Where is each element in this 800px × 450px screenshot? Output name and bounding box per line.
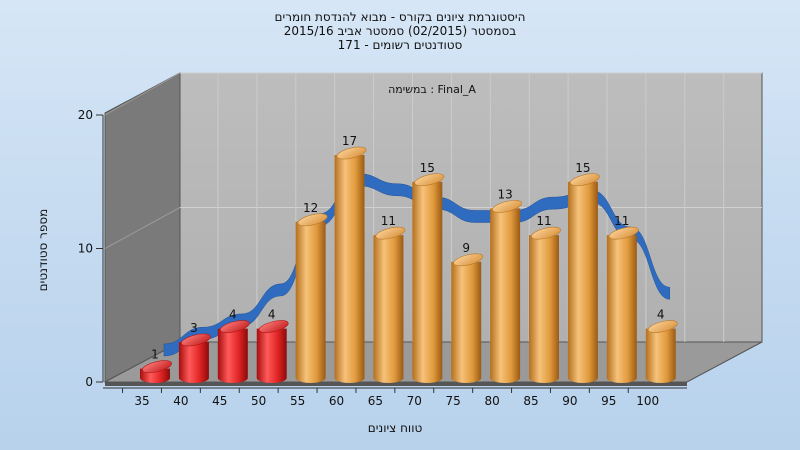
bar-40: 3 <box>178 321 211 383</box>
bar-body <box>567 181 598 383</box>
bar-value-label: 9 <box>462 241 470 255</box>
bar-80: 13 <box>490 187 523 383</box>
bar-value-label: 12 <box>303 201 318 215</box>
bar-body <box>451 261 482 383</box>
task-label: במשימה : Final_A <box>388 83 476 96</box>
bar-body <box>373 235 404 383</box>
x-tick-label: 60 <box>329 394 344 408</box>
chart-title-line-3: סטודנטים רשומים - 171 <box>338 38 463 52</box>
bar-value-label: 4 <box>229 308 237 322</box>
bar-value-label: 17 <box>342 134 357 148</box>
bar-35: 1 <box>140 348 172 383</box>
bar-75: 9 <box>451 241 484 383</box>
bar-value-label: 11 <box>381 214 396 228</box>
x-axis-ticks: 35 40 45 50 55 60 65 70 75 80 85 90 95 100 <box>122 388 659 408</box>
bar-value-label: 3 <box>190 321 198 335</box>
bar-60: 17 <box>334 134 367 383</box>
bar-value-label: 4 <box>268 308 276 322</box>
bar-45: 4 <box>217 308 250 383</box>
bar-cap <box>258 320 289 333</box>
bar-body <box>412 181 443 383</box>
gridline-sidewall <box>104 72 181 116</box>
bar-value-label: 13 <box>497 187 512 201</box>
x-tick-label: 45 <box>212 394 227 408</box>
bar-value-label: 15 <box>420 161 435 175</box>
x-tick-label: 50 <box>251 394 266 408</box>
bar-cap <box>375 226 406 240</box>
bar-cap <box>219 320 250 333</box>
bar-body <box>295 221 326 383</box>
bar-body <box>217 328 248 383</box>
x-axis-title: טווח ציונים <box>368 421 423 435</box>
bar-value-label: 15 <box>575 161 590 175</box>
bar-body <box>178 341 209 383</box>
y-axis-ticks: 0 10 20 <box>78 108 103 389</box>
y-tick-label: 0 <box>85 375 93 389</box>
bar-body <box>334 155 365 383</box>
bar-cap <box>336 146 367 160</box>
bar-value-label: 11 <box>536 214 551 228</box>
x-tick-label: 70 <box>407 394 422 408</box>
chart-title-line-1: היסטוגרמת ציונים בקורס - מבוא להנדסת חומ… <box>275 10 526 24</box>
x-tick-label: 95 <box>601 394 616 408</box>
x-tick-label: 90 <box>562 394 577 408</box>
bar-cap <box>414 173 445 187</box>
bar-body <box>645 328 676 383</box>
bar-cap <box>492 200 523 213</box>
bar-95: 11 <box>606 214 639 383</box>
x-tick-label: 65 <box>368 394 383 408</box>
bar-value-label: 1 <box>151 348 159 362</box>
bar-cap <box>608 226 639 240</box>
bar-50: 4 <box>256 308 289 383</box>
bar-value-label: 11 <box>614 214 629 228</box>
bar-value-label: 4 <box>657 308 665 322</box>
bar-cap <box>569 173 600 187</box>
chart-floor-front-edge <box>105 382 687 386</box>
bar-70: 15 <box>412 161 445 383</box>
bar-body <box>529 235 559 383</box>
bar-65: 11 <box>373 214 406 383</box>
y-tick-label: 10 <box>78 242 93 256</box>
gridline-sidewall <box>104 207 181 249</box>
bar-body <box>490 208 521 383</box>
bar-100: 4 <box>645 308 678 383</box>
bar-cap <box>531 226 561 240</box>
bar-90: 15 <box>567 161 600 383</box>
x-tick-label: 100 <box>636 394 659 408</box>
bar-55: 12 <box>295 201 328 383</box>
x-tick-label: 85 <box>523 394 538 408</box>
bar-85: 11 <box>529 214 561 383</box>
x-tick-label: 35 <box>134 394 149 408</box>
x-tick-label: 40 <box>173 394 188 408</box>
bar-body <box>606 235 637 383</box>
bar-cap <box>453 253 484 267</box>
bar-cap <box>647 320 678 333</box>
bar-cap <box>142 360 172 374</box>
y-axis-title: מספר סטודנטים <box>36 209 50 292</box>
bar-cap <box>180 333 211 347</box>
x-tick-label: 80 <box>484 394 499 408</box>
bar-body <box>256 328 287 383</box>
chart-title-line-2: בסמסטר (02/2015) סמסטר אביב 2015/16 <box>284 24 516 38</box>
x-tick-label: 55 <box>290 394 305 408</box>
y-tick-label: 20 <box>78 108 93 122</box>
bar-cap <box>297 213 328 227</box>
x-tick-label: 75 <box>446 394 461 408</box>
